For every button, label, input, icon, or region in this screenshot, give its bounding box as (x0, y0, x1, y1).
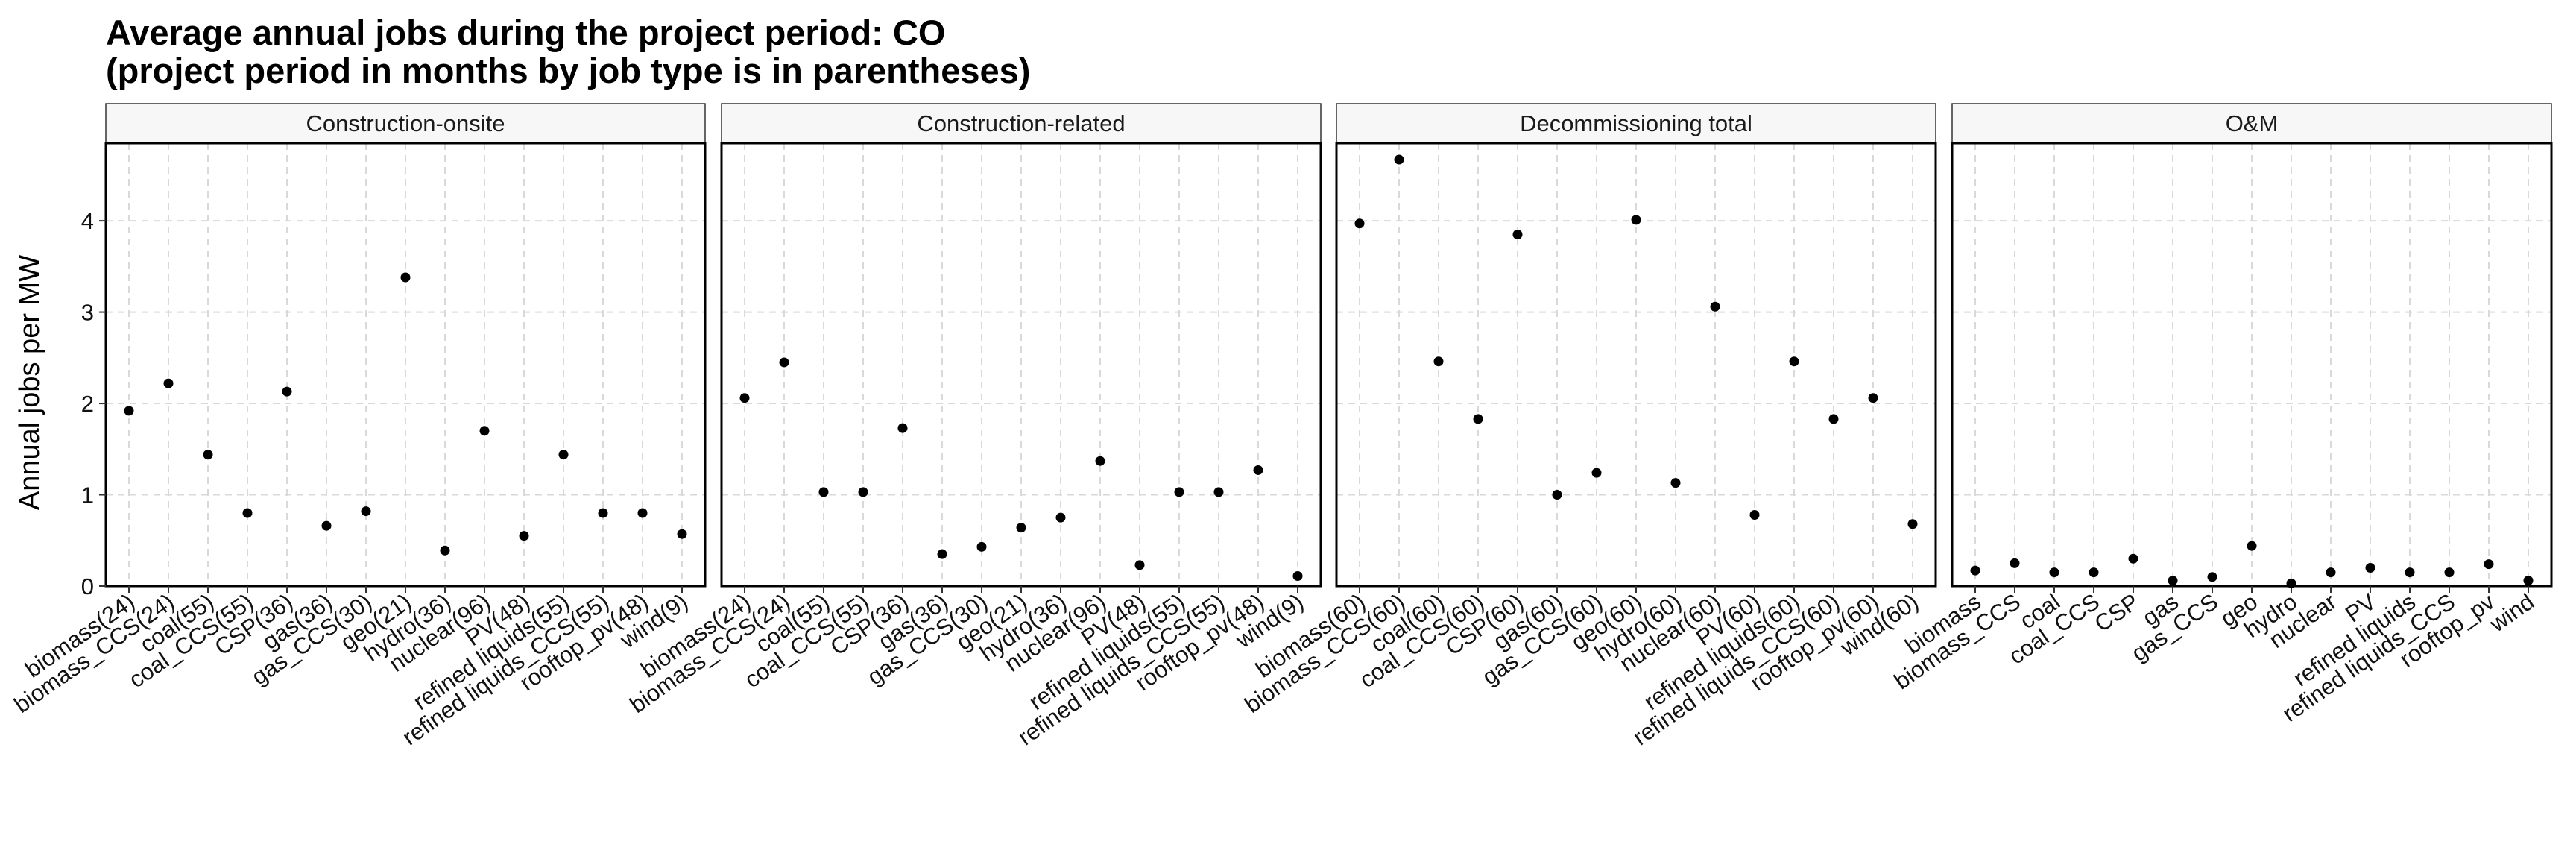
facet-strip (105, 103, 706, 144)
facet-panel: O&Mbiomassbiomass_CCScoalcoal_CCSCSPgasg… (1890, 103, 2553, 727)
data-point (400, 272, 411, 283)
data-point (1970, 565, 1980, 576)
y-tick-label: 2 (81, 391, 94, 417)
facet-strip (721, 103, 1322, 144)
data-point (1055, 512, 1066, 523)
data-point (2089, 567, 2099, 578)
data-point (1591, 468, 1602, 478)
data-point (637, 508, 648, 518)
data-point (1016, 523, 1026, 533)
data-point (1394, 154, 1404, 165)
data-point (1473, 414, 1483, 424)
data-point (897, 423, 908, 433)
data-point (1292, 571, 1303, 582)
data-point (519, 531, 529, 541)
data-point (818, 487, 829, 497)
chart-subtitle: (project period in months by job type is… (106, 51, 1030, 90)
data-point (739, 393, 750, 403)
facet-strip-label: O&M (2226, 110, 2279, 136)
data-point (2010, 558, 2020, 568)
data-point (321, 520, 332, 531)
data-point (2286, 578, 2296, 588)
facet-strip-label: Decommissioning total (1520, 110, 1752, 136)
data-point (1253, 465, 1263, 475)
data-point (1095, 456, 1105, 466)
data-point (2365, 563, 2375, 573)
data-point (1789, 356, 1799, 367)
data-point (361, 506, 371, 517)
data-point (2049, 567, 2059, 578)
chart-title: Average annual jobs during the project p… (106, 13, 945, 52)
data-point (2247, 541, 2257, 551)
data-point (282, 386, 292, 397)
data-point (163, 378, 174, 388)
facet-panel: Decommissioning totalbiomass(60)biomass_… (1240, 103, 1937, 751)
data-point (937, 549, 947, 559)
facet-panel: Construction-relatedbiomass(24)biomass_C… (625, 103, 1322, 751)
facet-strip-label: Construction-related (917, 110, 1125, 136)
data-point (1631, 215, 1641, 225)
data-point (1213, 487, 1224, 497)
data-point (2523, 576, 2534, 586)
data-point (1512, 229, 1523, 239)
data-point (479, 426, 490, 436)
data-point (1868, 393, 1878, 403)
data-point (1174, 487, 1184, 497)
data-point (2207, 572, 2217, 582)
y-tick-label: 4 (81, 208, 94, 234)
data-point (598, 508, 608, 518)
data-point (558, 450, 569, 460)
panels-layer: Construction-onsite01234biomass(24)bioma… (9, 103, 2553, 751)
data-point (1552, 490, 1562, 500)
data-point (440, 545, 450, 556)
y-tick-label: 1 (81, 482, 94, 509)
data-point (1354, 218, 1365, 229)
facet-strip (1951, 103, 2552, 144)
data-point (203, 450, 213, 460)
data-point (1828, 414, 1839, 424)
data-point (1907, 519, 1918, 529)
data-point (2168, 576, 2178, 586)
data-point (242, 508, 253, 518)
data-point (2484, 559, 2494, 570)
facet-panel: Construction-onsite01234biomass(24)bioma… (9, 103, 707, 751)
data-point (1134, 560, 1145, 570)
data-point (2405, 567, 2415, 578)
data-point (858, 487, 868, 497)
y-tick-label: 3 (81, 300, 94, 326)
data-point (779, 357, 789, 368)
x-tick-label: CSP (2090, 588, 2144, 637)
y-axis-label: Annual jobs per MW (14, 255, 45, 510)
data-point (1433, 356, 1444, 367)
data-point (1670, 478, 1681, 488)
data-point (1710, 301, 1720, 312)
data-point (1749, 509, 1760, 520)
x-tick-label: wind (2484, 588, 2539, 638)
data-point (124, 406, 134, 416)
y-tick-label: 0 (81, 573, 94, 600)
facet-strip-label: Construction-onsite (306, 110, 505, 136)
data-point (2326, 567, 2336, 578)
data-point (976, 541, 987, 552)
data-point (2444, 567, 2455, 578)
data-point (2128, 553, 2138, 564)
data-point (677, 529, 687, 539)
facet-strip (1336, 103, 1936, 144)
